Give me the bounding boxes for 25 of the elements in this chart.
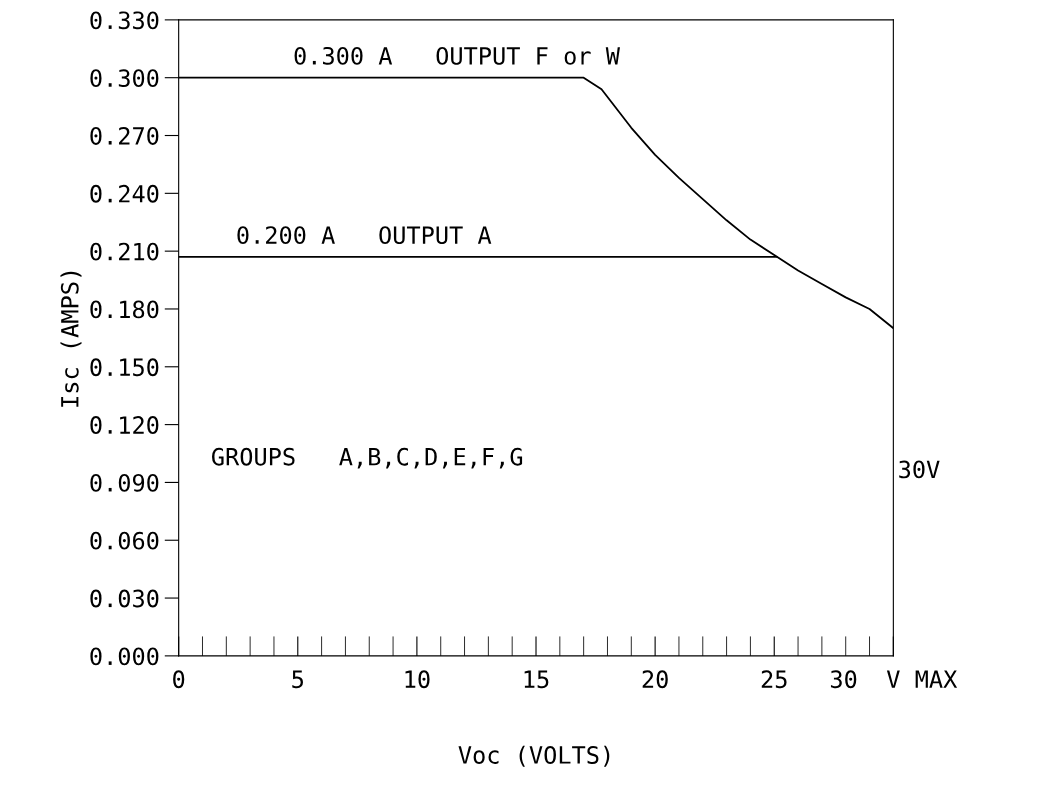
y-tick-label: 0.210 xyxy=(90,242,159,261)
y-axis-title: Isc (AMPS) xyxy=(60,271,82,407)
annotation: 0.300 A OUTPUT F or W xyxy=(294,46,620,65)
x-tick-label: 0 xyxy=(173,670,185,689)
y-tick-label: 0.060 xyxy=(90,531,159,550)
x-tick-label: 20 xyxy=(642,670,668,689)
x-tick-label: 15 xyxy=(524,670,549,689)
y-tick-label: 0.030 xyxy=(90,589,159,608)
y-tick-label: 0.240 xyxy=(90,184,159,203)
y-tick-label: 0.090 xyxy=(90,473,159,492)
x-tick-label: 30 V MAX xyxy=(830,670,958,689)
y-tick-label: 0.180 xyxy=(90,300,159,319)
y-tick-label: 0.330 xyxy=(90,11,159,30)
x-tick-label: 5 xyxy=(292,670,303,689)
y-tick-label: 0.300 xyxy=(90,69,159,88)
text: 30V xyxy=(899,460,940,479)
annotation: GROUPS A,B,C,D,E,F,G xyxy=(212,447,523,469)
x-axis-title: Voc (VOLTS) xyxy=(458,745,610,767)
x-tick-label: 25 xyxy=(761,670,787,689)
x-tick-label: 10 xyxy=(405,670,430,689)
y-tick-label: 0.000 xyxy=(90,647,159,666)
annotation: 0.200 A OUTPUT A xyxy=(237,226,492,245)
y-tick-label: 0.120 xyxy=(90,416,159,434)
y-tick-label: 0.270 xyxy=(90,127,159,145)
y-tick-label: 0.150 xyxy=(90,358,159,377)
